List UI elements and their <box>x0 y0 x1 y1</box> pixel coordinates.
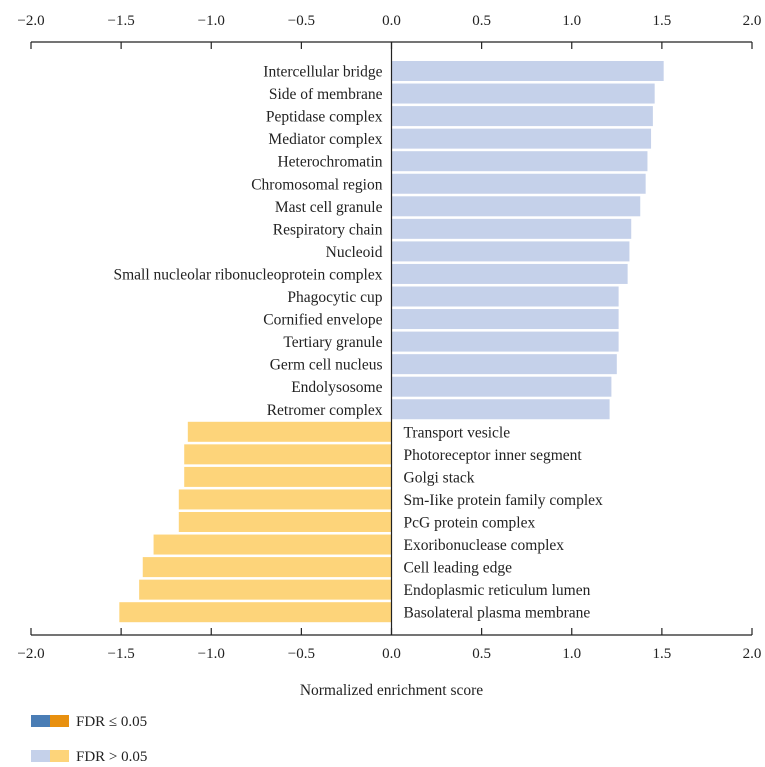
category-label: Endoplasmic reticulum lumen <box>404 582 591 599</box>
legend-label: FDR > 0.05 <box>76 749 147 765</box>
top-tick-label: 1.5 <box>653 13 672 29</box>
category-labels-group: Intercellular bridge Side of membrane Pept… <box>113 64 603 622</box>
legend-swatch <box>31 750 50 762</box>
legend-label: FDR ≤ 0.05 <box>76 714 147 730</box>
top-tick-label: 0.5 <box>472 13 491 29</box>
category-label: Respiratory chain <box>273 221 383 238</box>
top-tick-label: −1.5 <box>108 13 135 29</box>
bar <box>391 128 652 149</box>
top-tick-label: −0.5 <box>288 13 315 29</box>
bar <box>391 218 632 239</box>
bar <box>184 466 392 487</box>
bar <box>391 241 630 262</box>
bottom-tick-label: 2.0 <box>743 646 762 662</box>
category-label: Mast cell granule <box>275 199 383 216</box>
bar <box>391 263 628 284</box>
bar <box>391 151 648 172</box>
category-label: Peptidase complex <box>266 109 383 126</box>
bottom-tick-label: 1.0 <box>562 646 581 662</box>
bottom-x-axis: −2.0 −1.5 −1.0 −0.5 0.0 0.5 1.0 1.5 2.0 <box>17 628 761 662</box>
bar <box>391 286 619 307</box>
bar <box>391 196 641 217</box>
bar <box>391 309 619 330</box>
category-label: Small nucleolar ribonucleoprotein comple… <box>113 266 382 283</box>
top-tick-label: 1.0 <box>562 13 581 29</box>
bar <box>187 421 392 442</box>
bottom-tick-label: 1.5 <box>653 646 672 662</box>
bottom-tick-label: 0.5 <box>472 646 491 662</box>
category-label: Intercellular bridge <box>263 64 382 81</box>
bar <box>391 173 646 194</box>
bottom-tick-label: −0.5 <box>288 646 315 662</box>
category-label: Basolateral plasma membrane <box>404 605 591 622</box>
category-label: Endolysosome <box>291 379 382 396</box>
bar <box>142 557 392 578</box>
legend: FDR ≤ 0.05 FDR > 0.05 <box>31 714 147 765</box>
category-label: Phagocytic cup <box>287 289 382 306</box>
bar <box>391 331 619 352</box>
category-label: PcG protein complex <box>404 515 536 532</box>
bar <box>391 376 612 397</box>
bar <box>391 106 653 127</box>
top-tick-label: 0.0 <box>382 13 401 29</box>
bar <box>391 83 655 104</box>
category-label: Tertiary granule <box>283 334 382 351</box>
bottom-tick-label: −1.5 <box>108 646 135 662</box>
bar <box>178 489 392 510</box>
legend-swatch <box>50 750 69 762</box>
category-label: Transport vesicle <box>404 424 511 441</box>
legend-swatch <box>50 715 69 727</box>
bottom-tick-label: 0.0 <box>382 646 401 662</box>
bar <box>178 512 392 532</box>
bar <box>391 354 617 375</box>
category-label: Cornified envelope <box>263 312 382 329</box>
bar <box>139 579 392 600</box>
category-label: Exoribonuclease complex <box>404 537 565 554</box>
bottom-tick-label: −1.0 <box>198 646 225 662</box>
category-label: Sm-Iike protein family complex <box>404 492 604 509</box>
x-axis-title: Normalized enrichment score <box>300 682 483 699</box>
bottom-tick-label: −2.0 <box>17 646 44 662</box>
category-label: Chromosomal region <box>251 176 383 193</box>
top-tick-label: −1.0 <box>198 13 225 29</box>
category-label: Mediator complex <box>268 131 382 148</box>
category-label: Germ cell nucleus <box>270 357 383 374</box>
bar <box>391 61 664 81</box>
legend-swatch <box>31 715 50 727</box>
top-tick-label: −2.0 <box>17 13 44 29</box>
category-label: Golgi stack <box>404 469 475 486</box>
category-label: Nucleoid <box>326 244 383 261</box>
top-tick-label: 2.0 <box>743 13 762 29</box>
category-label: Side of membrane <box>269 86 383 103</box>
category-label: Heterochromatin <box>277 154 382 171</box>
top-x-axis: −2.0 −1.5 −1.0 −0.5 0.0 0.5 1.0 1.5 2.0 <box>17 13 761 49</box>
category-label: Retromer complex <box>267 402 383 419</box>
bar <box>119 602 392 623</box>
category-label: Cell leading edge <box>404 560 513 577</box>
bar <box>391 399 610 420</box>
category-label: Photoreceptor inner segment <box>404 447 583 464</box>
bar <box>184 444 392 465</box>
bars-group <box>119 61 664 623</box>
bar <box>153 534 392 555</box>
